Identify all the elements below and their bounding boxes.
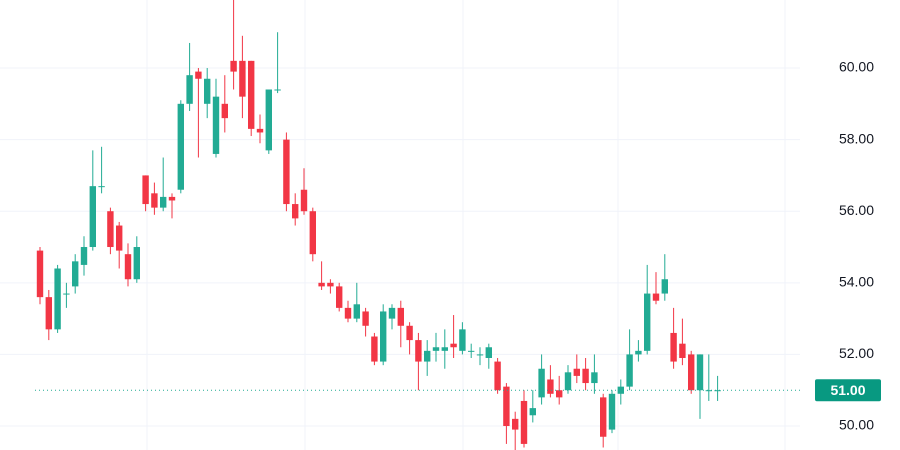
candle-body — [494, 361, 501, 391]
y-tick-label: 54.00 — [839, 274, 874, 290]
candle-body — [353, 304, 360, 319]
candle-body — [239, 60, 246, 97]
candle-body — [600, 397, 607, 437]
candle-body — [397, 307, 404, 326]
candle-body — [177, 103, 184, 190]
candle-body — [380, 311, 387, 362]
candle-body — [705, 390, 712, 392]
candle-body — [608, 393, 616, 430]
candle-body — [256, 128, 264, 133]
candle-body — [424, 350, 431, 362]
candle-body — [371, 336, 378, 362]
candle-body — [195, 71, 202, 79]
y-tick-label: 56.00 — [839, 202, 874, 218]
candle-body — [204, 78, 211, 104]
candle-body — [283, 139, 290, 205]
candle-body — [212, 96, 220, 154]
candle-body — [696, 354, 704, 391]
candle-body — [221, 103, 228, 119]
candle-body — [89, 186, 96, 248]
candle-body — [186, 75, 193, 104]
candle-body — [415, 340, 422, 362]
candle-body — [160, 196, 167, 208]
candle-body — [679, 343, 686, 358]
candle-body — [63, 293, 70, 295]
candle-body — [265, 89, 272, 151]
candle-body — [644, 293, 651, 351]
candle-body — [635, 350, 642, 355]
candle-body — [573, 368, 580, 376]
candle-body — [503, 386, 510, 427]
y-tick-label: 60.00 — [839, 59, 874, 75]
candle-body — [230, 60, 237, 72]
y-tick-label: 62.00 — [839, 0, 874, 3]
candle-body — [468, 350, 475, 352]
candle-body — [72, 261, 79, 287]
candle-body — [80, 247, 88, 265]
candle-body — [274, 89, 281, 91]
last-price-box — [815, 379, 881, 402]
candle-body — [54, 268, 61, 330]
candle-body — [327, 282, 334, 287]
candle-body — [318, 282, 325, 287]
candle-body — [626, 354, 633, 387]
candle-body — [512, 418, 519, 430]
candle-body — [98, 186, 105, 188]
candle-body — [556, 390, 563, 398]
candle-body — [406, 325, 413, 341]
candle-body — [248, 60, 255, 129]
candle-body — [485, 347, 492, 358]
candle-body — [450, 343, 457, 348]
candle-body — [344, 307, 352, 319]
candle-body — [107, 211, 114, 248]
candle-body — [133, 247, 140, 280]
candle-body — [564, 372, 572, 391]
y-tick-label: 50.00 — [839, 417, 874, 433]
candle-body — [591, 372, 598, 384]
candle-body — [432, 347, 440, 351]
candle-body — [538, 368, 545, 398]
candle-body — [688, 354, 695, 391]
candle-body — [670, 332, 677, 362]
candle-body — [116, 225, 123, 251]
candle-body — [617, 386, 624, 394]
candle-body — [168, 196, 176, 201]
candle-body — [661, 279, 668, 294]
candle-body — [142, 175, 149, 205]
candle-body — [124, 254, 132, 280]
candle-body — [529, 408, 536, 416]
candle-body — [151, 193, 158, 208]
candle-body — [336, 286, 343, 308]
candle-body — [476, 354, 484, 356]
last-price-label: 51.00 — [830, 382, 865, 398]
candle-body — [520, 400, 528, 444]
candle-body — [459, 329, 466, 351]
candle-body — [547, 379, 554, 394]
candle-body — [652, 293, 660, 301]
candle-body — [300, 189, 308, 212]
candle-body — [714, 390, 721, 392]
candle-body — [292, 204, 299, 219]
candle-body — [36, 250, 44, 298]
candle-body — [441, 347, 448, 351]
candle-body — [582, 368, 589, 384]
y-tick-label: 52.00 — [839, 345, 874, 361]
candle-body — [309, 211, 316, 255]
y-tick-label: 58.00 — [839, 130, 874, 146]
candle-body — [362, 311, 369, 326]
candle-body — [45, 297, 52, 330]
candle-body — [388, 307, 396, 319]
